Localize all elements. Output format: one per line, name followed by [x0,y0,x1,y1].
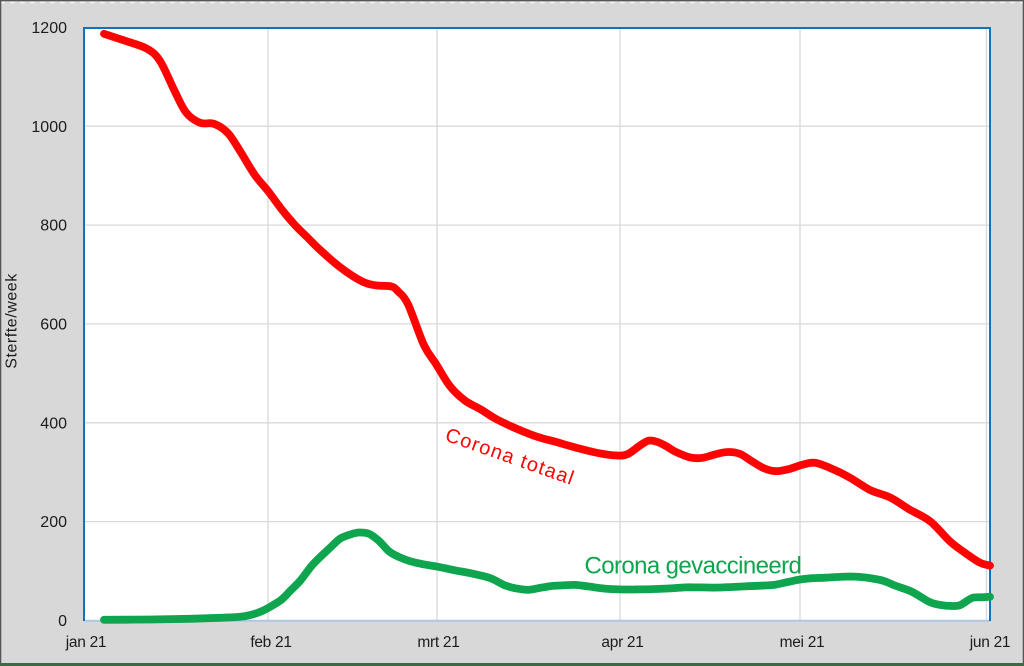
svg-text:apr 21: apr 21 [601,634,643,651]
svg-text:jun 21: jun 21 [969,634,1010,651]
svg-text:Sterfte/week: Sterfte/week [4,273,21,369]
svg-text:600: 600 [40,317,67,334]
svg-text:200: 200 [40,514,67,531]
svg-text:feb 21: feb 21 [250,634,291,651]
svg-text:400: 400 [40,415,67,432]
svg-text:jan 21: jan 21 [65,634,106,651]
svg-text:mrt 21: mrt 21 [417,634,459,651]
svg-text:800: 800 [40,218,67,235]
svg-text:0: 0 [58,613,67,630]
svg-text:mei 21: mei 21 [780,634,825,651]
svg-text:1000: 1000 [31,119,67,136]
svg-text:1200: 1200 [31,20,67,37]
svg-text:Corona gevaccineerd: Corona gevaccineerd [585,553,802,580]
